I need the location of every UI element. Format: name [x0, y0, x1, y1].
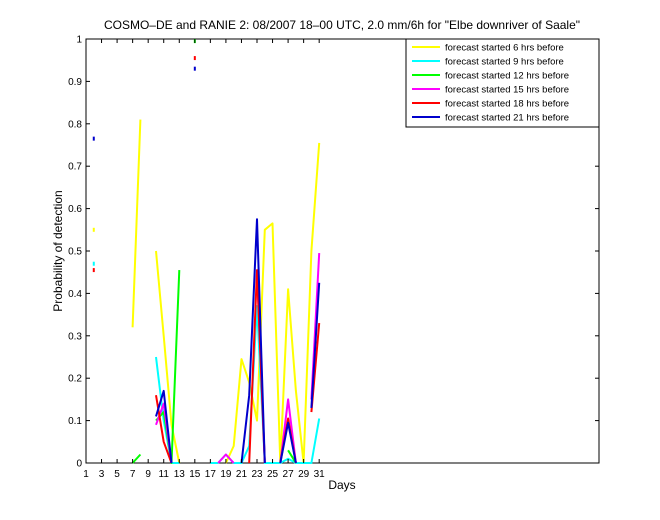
- legend: forecast started 6 hrs before forecast st…: [405, 38, 600, 128]
- x-tick-label: 9: [145, 469, 151, 480]
- series-line: [155, 389, 173, 464]
- series-5: [92, 66, 321, 464]
- y-tick-label: 0.5: [68, 247, 82, 258]
- series-line: [279, 421, 297, 464]
- y-tick-label: 0.8: [68, 119, 82, 130]
- x-tick-label: 5: [114, 469, 120, 480]
- x-tick-label: 25: [267, 469, 279, 480]
- legend-entry: forecast started 6 hrs before: [445, 43, 564, 54]
- y-tick-label: 0.9: [68, 77, 82, 88]
- series-line: [240, 218, 266, 464]
- x-tick-label: 15: [189, 469, 201, 480]
- legend-entry: forecast started 21 hrs before: [445, 113, 569, 124]
- x-tick-label: 21: [236, 469, 248, 480]
- y-tick-label: 0.1: [68, 416, 82, 427]
- x-tick-label: 3: [99, 469, 105, 480]
- x-tick-label: 1: [83, 469, 89, 480]
- legend-entry: forecast started 15 hrs before: [445, 85, 569, 96]
- axis-layer: 1 3 5 7 9 11 13 15 17 19 21 23 25 27 29 3100.10.20.30.4…: [68, 35, 599, 480]
- legend-entry: forecast started 9 hrs before: [445, 57, 564, 68]
- series-line: [155, 250, 181, 464]
- x-tick-label: 17: [205, 469, 217, 480]
- chart-title: COSMO–DE and RANIE 2: 08/2007 18–00 UTC,…: [104, 18, 580, 32]
- y-tick-label: 0.4: [68, 289, 82, 300]
- x-tick-label: 29: [298, 469, 310, 480]
- x-tick-label: 11: [159, 469, 170, 480]
- x-tick-label: 31: [314, 469, 326, 480]
- series-line: [131, 453, 142, 464]
- legend-entry: forecast started 12 hrs before: [445, 71, 569, 82]
- series-layer: [92, 39, 321, 464]
- y-tick-label: 0.2: [68, 374, 82, 385]
- legend-box: [405, 38, 600, 128]
- y-tick-label: 0: [76, 459, 82, 470]
- series-line: [131, 119, 142, 328]
- y-tick-label: 1: [76, 35, 82, 46]
- series-line: [310, 282, 321, 408]
- series-line: [217, 453, 235, 464]
- x-tick-label: 13: [174, 469, 186, 480]
- x-axis-label: Days: [328, 478, 355, 492]
- y-tick-label: 0.7: [68, 162, 82, 173]
- y-tick-label: 0.6: [68, 204, 82, 215]
- x-tick-label: 23: [251, 469, 263, 480]
- x-tick-label: 19: [220, 469, 232, 480]
- y-axis-label: Probability of detection: [51, 190, 65, 311]
- series-line: [279, 398, 297, 464]
- legend-entry: forecast started 18 hrs before: [445, 99, 569, 110]
- y-tick-label: 0.3: [68, 331, 82, 342]
- x-tick-label: 7: [130, 469, 136, 480]
- x-tick-label: 27: [283, 469, 295, 480]
